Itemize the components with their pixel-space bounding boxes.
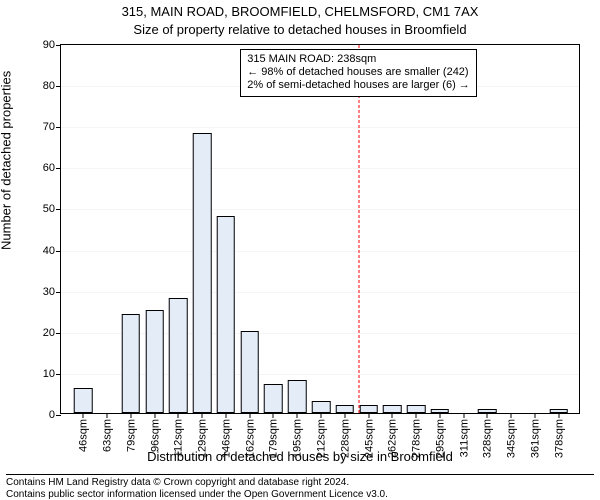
histogram-bar <box>217 216 236 413</box>
histogram-bar <box>312 401 331 413</box>
x-tick-mark <box>416 413 417 418</box>
gridline <box>61 251 579 252</box>
y-tick-label: 70 <box>43 121 55 133</box>
x-tick-mark <box>130 413 131 418</box>
y-tick-mark <box>56 209 61 210</box>
x-tick-mark <box>178 413 179 418</box>
y-tick-label: 40 <box>43 245 55 257</box>
x-axis-label: Distribution of detached houses by size … <box>0 449 600 464</box>
x-tick-mark <box>463 413 464 418</box>
x-tick-mark <box>154 413 155 418</box>
gridline <box>61 209 579 210</box>
reference-annotation: 315 MAIN ROAD: 238sqm← 98% of detached h… <box>240 49 477 97</box>
x-tick-mark <box>344 413 345 418</box>
annot-line-2: ← 98% of detached houses are smaller (24… <box>247 66 470 79</box>
x-tick-mark <box>202 413 203 418</box>
x-tick-mark <box>558 413 559 418</box>
page-title: 315, MAIN ROAD, BROOMFIELD, CHELMSFORD, … <box>0 4 600 19</box>
y-tick-mark <box>56 168 61 169</box>
histogram-bar <box>145 310 164 413</box>
x-tick-label: 46sqm <box>78 419 90 452</box>
histogram-bar <box>336 405 355 413</box>
annot-line-1: 315 MAIN ROAD: 238sqm <box>247 53 470 66</box>
x-tick-label: 79sqm <box>125 419 137 452</box>
histogram-bar <box>359 405 378 413</box>
footer-line-2: Contains public sector information licen… <box>6 489 594 500</box>
histogram-bar <box>193 133 212 413</box>
y-tick-label: 50 <box>43 203 55 215</box>
histogram-bar <box>240 331 259 413</box>
y-tick-mark <box>56 45 61 46</box>
x-tick-mark <box>392 413 393 418</box>
x-tick-mark <box>297 413 298 418</box>
y-tick-label: 20 <box>43 327 55 339</box>
histogram-bar <box>122 314 141 413</box>
y-tick-mark <box>56 333 61 334</box>
x-tick-label: 96sqm <box>149 419 161 452</box>
y-tick-mark <box>56 415 61 416</box>
histogram-bar <box>407 405 426 413</box>
x-tick-mark <box>487 413 488 418</box>
y-tick-label: 80 <box>43 80 55 92</box>
page-subtitle: Size of property relative to detached ho… <box>0 22 600 37</box>
plot-area: 010203040506070809046sqm63sqm79sqm96sqm1… <box>60 44 580 414</box>
y-tick-label: 0 <box>49 409 55 421</box>
y-tick-mark <box>56 251 61 252</box>
y-tick-mark <box>56 292 61 293</box>
histogram-bar <box>74 388 93 413</box>
x-tick-mark <box>439 413 440 418</box>
x-tick-label: 63sqm <box>102 419 114 452</box>
y-tick-mark <box>56 374 61 375</box>
y-axis-label: Number of detached properties <box>0 71 14 250</box>
chart-container: 315, MAIN ROAD, BROOMFIELD, CHELMSFORD, … <box>0 0 600 500</box>
y-tick-label: 90 <box>43 39 55 51</box>
y-tick-mark <box>56 86 61 87</box>
y-tick-label: 60 <box>43 162 55 174</box>
annot-line-3: 2% of semi-detached houses are larger (6… <box>247 79 470 92</box>
x-tick-mark <box>83 413 84 418</box>
x-tick-mark <box>225 413 226 418</box>
gridline <box>61 168 579 169</box>
histogram-bar <box>383 405 402 413</box>
x-tick-mark <box>107 413 108 418</box>
footer-line-1: Contains HM Land Registry data © Crown c… <box>6 477 594 489</box>
histogram-bar <box>169 298 188 413</box>
x-tick-mark <box>511 413 512 418</box>
y-tick-label: 10 <box>43 368 55 380</box>
y-tick-mark <box>56 127 61 128</box>
histogram-bar <box>264 384 283 413</box>
x-tick-mark <box>321 413 322 418</box>
reference-line <box>358 45 359 413</box>
x-tick-mark <box>273 413 274 418</box>
y-tick-label: 30 <box>43 286 55 298</box>
x-tick-mark <box>249 413 250 418</box>
footer-attribution: Contains HM Land Registry data © Crown c… <box>6 474 594 500</box>
x-tick-mark <box>368 413 369 418</box>
gridline <box>61 127 579 128</box>
x-tick-mark <box>534 413 535 418</box>
gridline <box>61 292 579 293</box>
histogram-bar <box>288 380 307 413</box>
